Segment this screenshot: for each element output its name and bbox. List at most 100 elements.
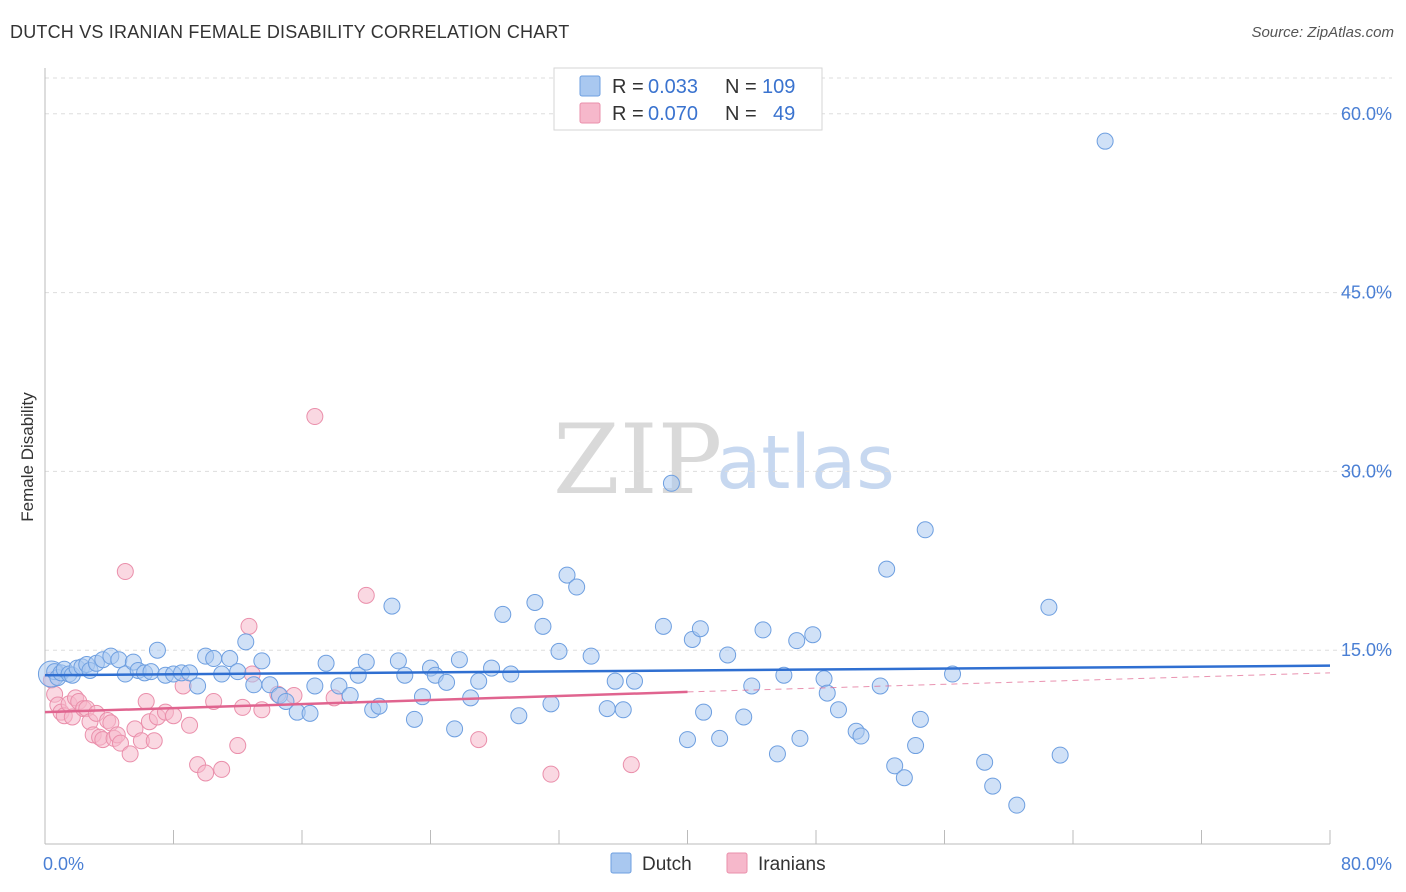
dutch-point: [829, 701, 847, 719]
iranian-point: [542, 765, 560, 783]
dutch-point: [534, 617, 552, 635]
dutch-point: [405, 710, 423, 728]
dutch-point: [582, 647, 600, 665]
iranian-point: [213, 760, 231, 778]
dutch-point: [679, 731, 696, 749]
dutch-point: [815, 670, 833, 688]
iranian-trend-line: [44, 690, 688, 714]
dutch-point: [306, 677, 324, 695]
iranian-point: [357, 586, 375, 604]
dutch-point: [788, 632, 806, 650]
legend-r-label-iranian: R =: [612, 103, 644, 125]
dutch-point: [148, 641, 166, 659]
dutch-point: [413, 688, 431, 706]
dutch-point: [598, 700, 616, 718]
dutch-point: [542, 695, 560, 713]
dutch-point: [907, 737, 925, 755]
dutch-point: [510, 707, 528, 725]
dutch-point: [189, 677, 207, 695]
iranian-point: [306, 408, 324, 426]
iranian-point: [197, 764, 215, 782]
legend-n-label-iranian: N =: [725, 103, 757, 125]
dutch-point: [317, 654, 335, 672]
dutch-point: [606, 672, 624, 690]
iranian-point: [229, 737, 247, 755]
legend-n-label-dutch: N =: [725, 76, 757, 98]
dutch-point: [301, 704, 319, 722]
dutch-point: [695, 703, 713, 721]
dutch-point: [691, 620, 709, 638]
dutch-point: [357, 653, 375, 671]
iranian-point: [145, 732, 163, 750]
trend-lines: [44, 664, 1331, 714]
legend-r-label-dutch: R =: [612, 76, 644, 98]
iranian-point: [622, 756, 640, 774]
dutch-point: [1008, 796, 1026, 814]
dutch-point: [735, 708, 753, 726]
dutch-point: [181, 664, 199, 682]
dutch-point: [818, 684, 836, 702]
x-tick-label-max: 80.0%: [1341, 854, 1392, 874]
dutch-point: [804, 626, 822, 644]
legend: R = 0.033 N = 109 R = 0.070 N = 49: [553, 67, 823, 131]
dutch-point: [446, 720, 464, 738]
dutch-point: [438, 673, 456, 691]
iranian-point: [181, 716, 199, 734]
dutch-point: [916, 521, 934, 539]
legend-r-value-iranian: 0.070: [648, 103, 698, 125]
dutch-point: [743, 677, 761, 695]
dutch-point: [526, 594, 544, 612]
dutch-point: [349, 666, 367, 684]
dutch-point: [944, 665, 962, 683]
dutch-point: [229, 663, 247, 681]
y-tick-label: 30.0%: [1341, 461, 1392, 481]
dutch-point: [237, 633, 255, 651]
dutch-point: [654, 617, 672, 635]
chart-title: DUTCH VS IRANIAN FEMALE DISABILITY CORRE…: [10, 22, 570, 42]
dutch-points: [37, 132, 1114, 814]
dutch-point: [502, 665, 520, 683]
dutch-point: [494, 605, 512, 623]
dutch-point: [1040, 598, 1058, 616]
dutch-point: [614, 701, 632, 719]
dutch-point: [791, 729, 809, 747]
iranian-point: [470, 731, 488, 749]
dutch-point: [1051, 746, 1069, 764]
dutch-point: [205, 650, 223, 668]
dutch-point: [976, 753, 994, 771]
dutch-point: [852, 727, 870, 745]
dutch-point: [450, 651, 468, 669]
dutch-point: [483, 659, 501, 677]
bottom-legend-label-dutch: Dutch: [642, 854, 692, 875]
dutch-point: [341, 686, 359, 704]
y-tick-label: 45.0%: [1341, 283, 1392, 303]
bottom-legend-label-iranian: Iranians: [758, 854, 826, 875]
iranian-point: [116, 563, 134, 581]
y-tick-labels: 15.0% 30.0% 45.0% 60.0%: [1341, 104, 1392, 660]
dutch-point: [886, 757, 904, 775]
dutch-point: [775, 666, 793, 684]
dutch-point: [662, 474, 680, 492]
dutch-point: [245, 676, 263, 694]
x-tick-labels: 0.0% 80.0%: [43, 854, 1392, 874]
iranian-point: [234, 698, 252, 716]
y-tick-label: 60.0%: [1341, 104, 1392, 124]
dutch-point: [221, 650, 239, 668]
dutch-point: [568, 578, 586, 596]
watermark-zip: ZIP: [553, 404, 722, 516]
dutch-trend-line: [44, 664, 1331, 677]
dutch-point: [878, 560, 896, 578]
legend-n-value-iranian: 49: [773, 103, 795, 125]
dutch-point: [625, 672, 643, 690]
legend-r-value-dutch: 0.033: [648, 76, 698, 98]
source-label: Source: ZipAtlas.com: [1251, 24, 1394, 41]
bottom-legend-swatch-iranian: [726, 852, 748, 874]
bottom-legend-swatch-dutch: [610, 852, 632, 874]
legend-swatch-iranian: [579, 102, 601, 124]
dutch-point: [396, 666, 414, 684]
watermark-atlas: atlas: [716, 420, 895, 506]
dutch-point: [911, 710, 929, 728]
dutch-point: [330, 677, 348, 695]
iranian-trend-extension: [687, 672, 1331, 693]
